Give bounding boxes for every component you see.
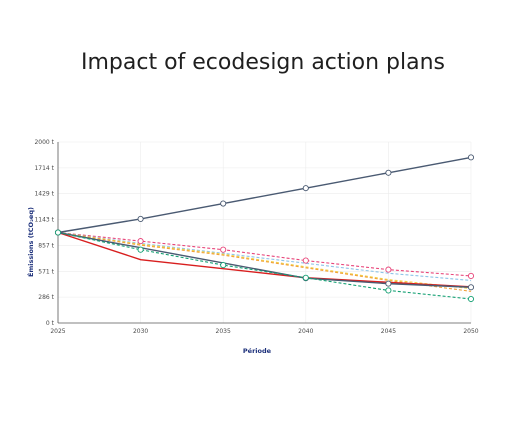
series-line-6 bbox=[57, 231, 472, 288]
y-tick-label: 1143 t bbox=[34, 217, 54, 224]
series-point-1 bbox=[220, 246, 227, 253]
y-tick-labels: 0 t 286 t 571 t 857 t 1143 t 1429 t 1714 t 2000… bbox=[34, 139, 54, 327]
series-lines bbox=[57, 156, 472, 300]
series-point-1 bbox=[137, 238, 144, 245]
y-tick-label: 286 t bbox=[38, 294, 54, 301]
series-point-7 bbox=[54, 229, 62, 236]
x-tick-labels: 2025 2030 2035 2040 2045 2050 bbox=[50, 328, 478, 335]
series-line-0 bbox=[57, 156, 472, 234]
y-tick-label: 1714 t bbox=[34, 165, 54, 172]
series-point-7 bbox=[385, 287, 392, 294]
series-point-0 bbox=[137, 215, 144, 222]
x-axis-label: Période bbox=[243, 347, 272, 355]
series-line-1 bbox=[57, 231, 472, 277]
y-tick-label: 571 t bbox=[38, 268, 54, 275]
series-point-0 bbox=[385, 169, 392, 176]
x-tick-label: 2035 bbox=[216, 328, 231, 335]
series-line-5 bbox=[57, 231, 472, 288]
series-markers bbox=[54, 154, 475, 303]
chart-title: Impact of ecodesign action plans bbox=[80, 50, 446, 75]
y-tick-label: 857 t bbox=[38, 242, 54, 249]
x-tick-label: 2040 bbox=[298, 328, 313, 335]
series-line-4 bbox=[57, 231, 472, 292]
y-tick-label: 1429 t bbox=[34, 191, 54, 198]
series-point-7 bbox=[220, 262, 227, 269]
x-tick-label: 2025 bbox=[50, 328, 65, 335]
x-tick-label: 2030 bbox=[133, 328, 148, 335]
series-point-1 bbox=[385, 266, 392, 273]
series-point-0 bbox=[220, 200, 227, 207]
series-line-7 bbox=[57, 231, 472, 300]
series-point-1 bbox=[302, 257, 309, 264]
series-point-0 bbox=[302, 185, 309, 192]
series-point-7 bbox=[467, 295, 475, 303]
series-point-1 bbox=[467, 272, 475, 279]
series-point-6 bbox=[385, 280, 392, 287]
series-point-0 bbox=[467, 154, 475, 161]
y-axis-label: Émissions (tCO₂eq) bbox=[26, 207, 35, 277]
y-tick-label: 0 t bbox=[46, 320, 55, 327]
series-line-2 bbox=[57, 231, 472, 282]
series-point-7 bbox=[302, 274, 309, 281]
series-point-6 bbox=[467, 284, 475, 291]
series-point-7 bbox=[137, 246, 144, 253]
y-tick-label: 2000 t bbox=[34, 139, 54, 146]
x-tick-label: 2045 bbox=[381, 328, 396, 335]
x-tick-label: 2050 bbox=[463, 328, 478, 335]
series-line-3 bbox=[57, 231, 472, 290]
